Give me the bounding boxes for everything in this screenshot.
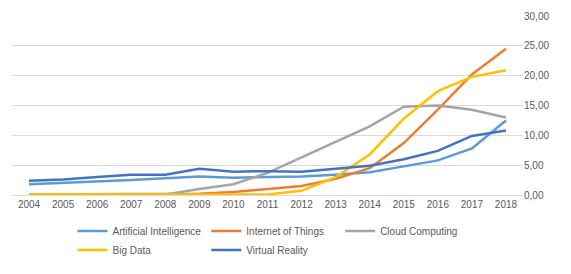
svg-text:2012: 2012: [290, 199, 313, 210]
svg-text:30,00: 30,00: [524, 11, 549, 22]
svg-text:2014: 2014: [359, 199, 382, 210]
svg-text:2013: 2013: [325, 199, 348, 210]
svg-text:5,00: 5,00: [524, 160, 544, 171]
svg-text:Big Data: Big Data: [113, 245, 152, 256]
svg-text:2005: 2005: [52, 199, 75, 210]
svg-text:2018: 2018: [495, 199, 518, 210]
svg-text:2009: 2009: [188, 199, 211, 210]
svg-text:0,00: 0,00: [524, 190, 544, 201]
svg-text:2004: 2004: [18, 199, 41, 210]
svg-text:2010: 2010: [222, 199, 245, 210]
svg-text:2006: 2006: [86, 199, 109, 210]
svg-text:2017: 2017: [461, 199, 484, 210]
svg-text:25,00: 25,00: [524, 40, 549, 51]
svg-text:2016: 2016: [427, 199, 450, 210]
svg-text:2015: 2015: [393, 199, 416, 210]
svg-text:2008: 2008: [154, 199, 177, 210]
svg-text:Artificial Intelligence: Artificial Intelligence: [113, 226, 202, 237]
svg-text:Cloud Computing: Cloud Computing: [380, 226, 457, 237]
svg-text:2007: 2007: [120, 199, 143, 210]
svg-text:2011: 2011: [257, 199, 279, 210]
svg-text:Internet of Things: Internet of Things: [246, 226, 324, 237]
svg-text:15,00: 15,00: [524, 100, 549, 111]
svg-text:20,00: 20,00: [524, 70, 549, 81]
svg-text:10,00: 10,00: [524, 130, 549, 141]
svg-text:Virtual Reality: Virtual Reality: [246, 245, 308, 256]
